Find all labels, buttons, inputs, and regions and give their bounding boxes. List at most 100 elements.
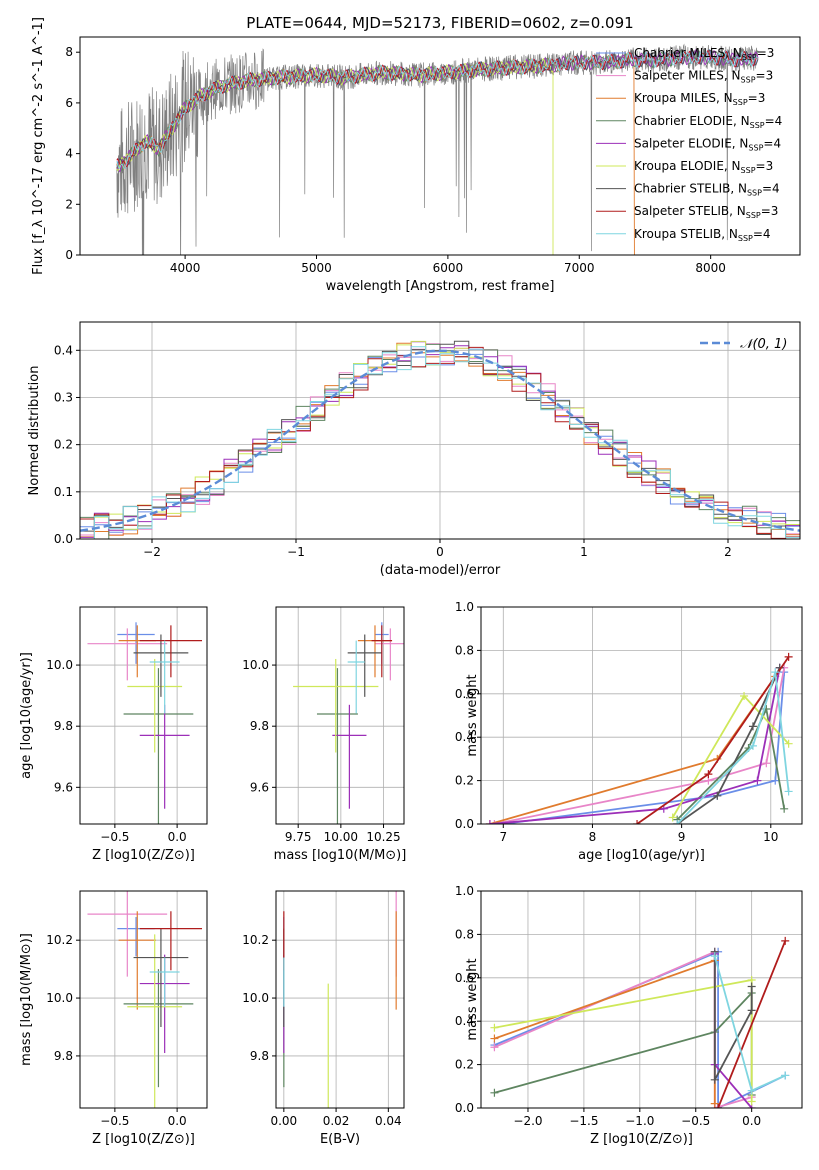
y-tick-label: 0.4 <box>54 343 73 357</box>
x-tick-label: −1.5 <box>569 1114 598 1128</box>
y-tick-label: 10.2 <box>242 933 269 947</box>
x-axis-label: mass [log10(M/M⊙)] <box>274 848 407 863</box>
y-tick-label: 0.6 <box>455 687 474 701</box>
weight-marker-kroupa_miles <box>490 1034 499 1043</box>
x-tick-label: 0.0 <box>742 1114 761 1128</box>
weight-marker-kroupa_stelib <box>748 741 757 750</box>
legend-label-chabrier_miles: Chabrier MILES, NSSP=3 <box>634 46 774 62</box>
x-tick-label: 8 <box>589 830 597 844</box>
weight-marker-kroupa_elodie <box>740 691 749 700</box>
weight-marker-salpeter_elodie <box>485 820 494 824</box>
weight-marker-kroupa_elodie <box>747 1097 756 1106</box>
x-axis-label: Z [log10(Z/Z⊙)] <box>92 1132 195 1147</box>
x-tick-label: 0 <box>436 545 444 559</box>
x-tick-label: 2 <box>724 545 732 559</box>
y-tick-label: 0 <box>65 248 73 262</box>
x-tick-label: 7000 <box>564 261 595 275</box>
weight-line-salpeter_miles <box>494 950 752 1108</box>
legend-label-kroupa_stelib: Kroupa STELIB, NSSP=4 <box>634 227 771 243</box>
x-tick-label: 0.0 <box>168 1114 187 1128</box>
weight-marker-chabrier_stelib <box>748 722 757 731</box>
plot-area <box>80 891 207 1108</box>
plot-area <box>481 607 802 824</box>
plot-area <box>80 607 207 824</box>
axes-frame <box>79 606 208 825</box>
x-tick-label: 7 <box>499 830 507 844</box>
y-tick-label: 9.6 <box>54 780 73 794</box>
model-line-chabrier_stelib <box>116 49 759 169</box>
y-tick-label: 0.1 <box>54 485 73 499</box>
x-axis-label: (data-model)/error <box>380 563 501 578</box>
x-tick-label: −2.0 <box>513 1114 542 1128</box>
weight-marker-salpeter_stelib <box>784 652 793 661</box>
x-axis-label: Z [log10(Z/Z⊙)] <box>590 1132 693 1147</box>
weight-marker-salpeter_stelib <box>714 1104 723 1108</box>
gaussian-curve <box>80 349 800 532</box>
weight-line-salpeter_elodie <box>489 667 781 824</box>
y-tick-label: 10.2 <box>46 933 73 947</box>
weight-marker-kroupa_stelib <box>710 952 719 961</box>
weight-line-kroupa_miles <box>489 675 777 824</box>
y-tick-label: 10.0 <box>242 658 269 672</box>
y-tick-label: 0.4 <box>455 1014 474 1028</box>
x-tick-label: 10.00 <box>324 830 358 844</box>
y-tick-label: 0.6 <box>455 971 474 985</box>
y-tick-label: 0.2 <box>455 774 474 788</box>
weight-marker-chabrier_stelib <box>713 791 722 800</box>
weight-marker-kroupa_miles <box>710 1099 719 1108</box>
axes-frame <box>480 890 803 1109</box>
x-tick-label: 6000 <box>433 261 464 275</box>
panel-spectrum: 4000 5000 6000 7000 8000 0 2 4 6 8 wavelength [Ang… <box>31 17 801 294</box>
y-tick-label: 0.0 <box>54 532 73 546</box>
weight-marker-chabrier_miles <box>771 776 780 785</box>
x-tick-label: −1 <box>287 545 305 559</box>
weight-line-chabrier_stelib <box>713 951 753 1081</box>
y-tick-label: 9.8 <box>250 719 269 733</box>
y-tick-label: 9.8 <box>54 719 73 733</box>
panel-mass_vs_ebv: 0.00 0.02 0.04 9.8 10.0 10.2 E(B-V) <box>242 890 405 1147</box>
x-tick-label: −2 <box>143 545 161 559</box>
x-axis-label: age [log10(age/yr)] <box>578 848 705 863</box>
plot-area <box>276 891 404 1108</box>
axes-frame <box>275 606 405 825</box>
weight-marker-kroupa_stelib <box>784 787 793 796</box>
legend-label-kroupa_elodie: Kroupa ELODIE, NSSP=3 <box>634 159 773 175</box>
x-axis-label: E(B-V) <box>320 1132 360 1147</box>
weight-line-kroupa_stelib <box>713 955 786 1092</box>
x-tick-label: 10.25 <box>366 830 400 844</box>
x-axis-label: Z [log10(Z/Z⊙)] <box>92 848 195 863</box>
weight-line-kroupa_elodie <box>494 978 753 1102</box>
y-tick-label: 4 <box>65 147 73 161</box>
legend-label-salpeter_miles: Salpeter MILES, NSSP=3 <box>634 69 773 85</box>
plot-area <box>276 607 404 824</box>
weight-marker-salpeter_stelib <box>704 770 713 779</box>
weight-marker-salpeter_miles <box>762 759 771 768</box>
legend-label-chabrier_stelib: Chabrier STELIB, NSSP=4 <box>634 182 780 198</box>
plot-area <box>116 43 759 255</box>
x-tick-label: −1.0 <box>625 1114 654 1128</box>
weight-marker-salpeter_stelib <box>781 936 790 945</box>
weight-marker-kroupa_elodie <box>668 813 677 822</box>
x-tick-label: 1 <box>580 545 588 559</box>
weight-marker-kroupa_stelib <box>673 820 682 824</box>
x-tick-label: 9.75 <box>285 830 312 844</box>
weight-marker-kroupa_stelib <box>747 1086 756 1095</box>
x-tick-label: 9 <box>678 830 686 844</box>
x-tick-label: 8000 <box>695 261 726 275</box>
weight-marker-kroupa_elodie <box>784 739 793 748</box>
x-tick-label: 0.04 <box>375 1114 402 1128</box>
weight-marker-kroupa_stelib <box>781 1071 790 1080</box>
weight-marker-kroupa_stelib <box>771 668 780 677</box>
weight-line-salpeter_stelib <box>717 940 787 1108</box>
weight-marker-kroupa_elodie <box>490 1023 499 1032</box>
y-tick-label: 1.0 <box>455 884 474 898</box>
x-tick-label: 0.02 <box>323 1114 350 1128</box>
y-tick-label: 0.8 <box>455 927 474 941</box>
y-axis-label: mass weight <box>465 958 480 1040</box>
y-axis-label: mass weight <box>465 674 480 756</box>
x-tick-label: 0.0 <box>168 830 187 844</box>
x-tick-label: 0.00 <box>270 1114 297 1128</box>
weight-marker-chabrier_stelib <box>747 982 756 991</box>
weight-line-chabrier_stelib <box>676 667 781 824</box>
x-axis-label: wavelength [Angstrom, rest frame] <box>326 279 555 294</box>
